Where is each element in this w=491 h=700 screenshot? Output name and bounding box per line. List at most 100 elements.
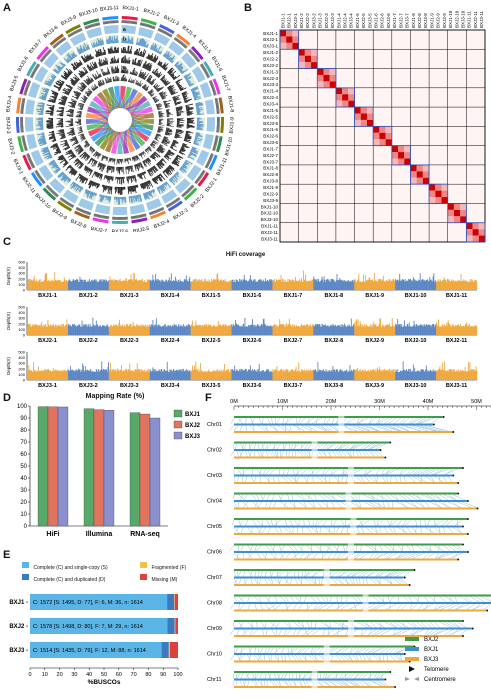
histogram-bin [120,58,122,64]
histogram-bin [153,85,156,88]
histogram-bin [87,79,91,84]
histogram-bin [128,176,130,179]
histogram-bin [186,79,190,83]
tick [81,209,83,212]
histogram-bin [160,184,166,191]
chromosome-label: BXJ2-11 [446,338,467,344]
histogram-bin [59,102,66,105]
histogram-bin [95,172,98,176]
histogram-bin [132,67,135,75]
histogram-bin [72,154,76,157]
heatmap-cell [447,209,454,217]
coverage-bar [87,323,89,335]
histogram-bin [157,131,160,133]
coverage-bar [291,326,293,335]
histogram-bin [71,134,76,136]
circos-chromosome: BXJ3-5 [9,75,85,111]
coverage-bar [162,326,163,335]
coverage-bar [78,281,80,290]
histogram-bin [122,158,124,163]
histogram-bin [157,62,161,66]
coverage-bar [47,369,49,380]
histogram-bin [185,132,189,135]
histogram-bin [167,85,172,89]
histogram-bin [156,87,160,91]
histogram-bin [53,164,58,169]
coverage-bar [447,320,449,335]
histogram-bin [69,124,74,126]
tick [67,202,70,205]
histogram-bin [79,162,83,165]
histogram-bin [181,69,188,75]
coverage-bar [263,281,265,290]
tick [182,44,185,47]
histogram-bin [70,169,76,175]
coverage-bar [131,326,133,335]
coverage-bar [319,324,321,335]
histogram-bin [179,168,182,171]
chromosome-label: BXJ2-9 [51,208,68,222]
histogram-bin [83,166,88,171]
histogram-bin [86,190,90,197]
histogram-bin [90,148,94,152]
histogram-bin [62,173,66,176]
histogram-bin [176,120,185,121]
coverage-bar [318,324,320,335]
histogram-bin [195,134,203,138]
coverage-bar [56,326,58,335]
coverage-bar [447,325,448,335]
coverage-bar [323,325,325,335]
histogram-bin [95,151,98,154]
coverage-bar [302,282,304,290]
histogram-bin [165,129,173,132]
histogram-bin [147,180,151,187]
histogram-bin [158,119,163,120]
coverage-bar [207,324,209,335]
histogram-bin [56,110,64,112]
coverage-bar [76,279,77,290]
histogram-bin [78,120,82,122]
coverage-bar [192,279,194,290]
histogram-bin [128,196,131,203]
histogram-bin [91,181,95,187]
histogram-bin [132,195,134,198]
histogram-bin [75,173,81,181]
histogram-bin [157,130,161,132]
histogram-bin [105,175,108,180]
coverage-bar [324,324,326,335]
tick [24,144,27,146]
row-label: BXJ3-11 [261,236,278,241]
coverage-bar [402,279,404,290]
tick [201,65,204,68]
histogram-bin [155,135,158,137]
histogram-bin [51,135,55,137]
coverage-bar [70,326,72,335]
histogram-bin [136,155,139,160]
coverage-bar [29,323,31,335]
coverage-bar [137,280,139,290]
histogram-bin [82,88,85,91]
histogram-bin [154,70,159,76]
col-label: BXJ1-7 [392,13,397,28]
histogram-bin [116,67,118,74]
coverage-bar [95,320,97,335]
histogram-bin [136,48,139,56]
histogram-bin [44,88,50,91]
histogram-bin [166,125,175,127]
coverage-bar [289,324,291,335]
coverage-bar [295,280,297,290]
histogram-bin [117,79,119,82]
coverage-bar [355,281,357,290]
histogram-bin [80,73,84,77]
coverage-bar [387,324,388,335]
coverage-bar [363,281,365,290]
tick [161,30,163,33]
coverage-bar [307,326,309,335]
histogram-bin [180,70,183,73]
histogram-bin [103,155,106,158]
coverage-bar [209,324,211,335]
histogram-bin [42,104,45,106]
histogram-bin [127,60,129,64]
coverage-bar [346,327,347,335]
histogram-bin [166,112,172,114]
